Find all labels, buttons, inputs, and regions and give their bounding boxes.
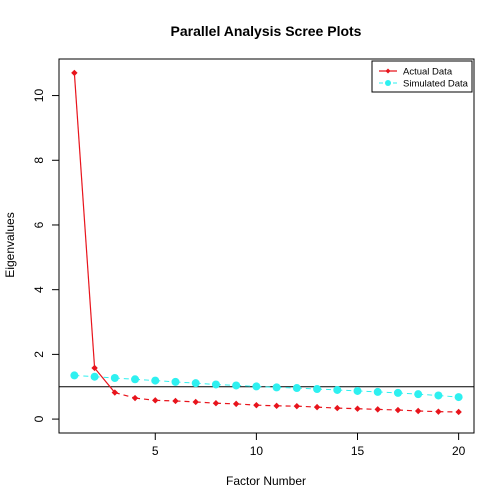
y-tick-label: 8	[32, 157, 46, 164]
simulated-data-point	[211, 380, 220, 389]
legend-actual-marker	[385, 68, 391, 74]
actual-data-point	[91, 364, 98, 372]
actual-series-segment	[397, 409, 419, 412]
actual-data-point	[334, 404, 341, 412]
actual-series-segment	[94, 367, 116, 393]
actual-data-point	[374, 406, 381, 413]
actual-series-segment	[114, 391, 136, 399]
simulated-data-point	[373, 387, 382, 396]
chart-title: Parallel Analysis Scree Plots	[171, 23, 362, 39]
plot-area: 5 10 15 20 0 2 4 6 8 10	[32, 58, 475, 458]
x-tick-label: 15	[351, 444, 365, 458]
y-tick-label: 10	[32, 89, 46, 103]
simulated-data-point	[90, 372, 99, 381]
actual-data-point	[152, 397, 159, 404]
actual-series-segment	[256, 404, 277, 407]
actual-data-point	[111, 389, 119, 396]
x-tick-label: 5	[152, 444, 159, 458]
simulated-data-point	[313, 385, 322, 393]
actual-data-point	[192, 398, 199, 406]
actual-series-segment	[215, 402, 237, 405]
y-axis-label: Eigenvalues	[3, 212, 17, 277]
simulated-data-point	[434, 391, 443, 400]
simulated-data-point	[333, 385, 342, 394]
actual-data-point	[131, 394, 139, 402]
simulated-data-point	[232, 381, 241, 390]
simulated-data-point	[252, 382, 261, 391]
x-tick-label: 20	[452, 444, 466, 458]
actual-data-point	[232, 400, 240, 408]
x-axis-label: Factor Number	[226, 474, 306, 488]
actual-series-segment	[337, 407, 358, 410]
simulated-data-point	[191, 379, 200, 388]
simulated-data-point	[292, 384, 301, 393]
actual-data-point	[71, 69, 78, 77]
simulated-data-point	[393, 388, 402, 397]
actual-series-segment	[377, 408, 398, 411]
simulated-data-point	[131, 375, 140, 384]
actual-series-segment	[418, 410, 439, 413]
actual-series-segment	[317, 406, 338, 409]
actual-series-segment	[175, 400, 196, 403]
simulated-data-point	[110, 374, 119, 382]
plot-frame	[58, 58, 475, 434]
actual-series-segment	[357, 408, 378, 410]
actual-series-segment	[195, 401, 216, 404]
actual-series-segment	[73, 72, 96, 369]
actual-data-point	[313, 403, 321, 411]
actual-series-segment	[236, 403, 257, 406]
y-tick-label: 4	[32, 286, 46, 293]
legend-simulated-label: Simulated Data	[403, 79, 469, 90]
legend-simulated-marker	[385, 80, 391, 86]
actual-data-point	[354, 405, 361, 412]
legend-box	[371, 60, 473, 93]
actual-data-point	[273, 402, 280, 410]
actual-data-point	[455, 408, 462, 416]
actual-data-point	[435, 408, 442, 415]
simulated-data-point	[414, 390, 423, 399]
simulated-data-point	[353, 386, 362, 395]
simulated-data-point	[70, 371, 79, 380]
simulated-data-point	[272, 383, 281, 392]
actual-data-point	[293, 402, 301, 410]
actual-series-segment	[134, 397, 156, 401]
actual-data-point	[414, 407, 422, 415]
actual-data-point	[253, 401, 260, 409]
actual-data-point	[212, 400, 220, 407]
y-tick-label: 6	[32, 221, 46, 228]
actual-data-point	[172, 397, 179, 405]
simulated-data-point	[454, 393, 463, 402]
x-tick-label: 10	[250, 444, 264, 458]
y-tick-label: 2	[32, 351, 46, 358]
y-tick-label: 0	[32, 415, 46, 422]
actual-series-segment	[155, 399, 176, 402]
simulated-data-point	[171, 377, 180, 386]
actual-series-segment	[296, 405, 318, 408]
simulated-data-point	[151, 376, 160, 385]
legend-actual-label: Actual Data	[403, 67, 453, 78]
actual-data-point	[394, 406, 402, 414]
